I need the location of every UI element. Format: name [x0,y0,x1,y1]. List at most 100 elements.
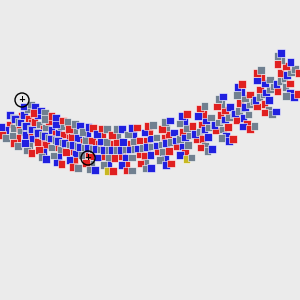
FancyBboxPatch shape [86,166,94,173]
FancyBboxPatch shape [84,129,91,136]
FancyBboxPatch shape [58,160,65,168]
FancyBboxPatch shape [161,155,169,163]
FancyBboxPatch shape [146,128,153,135]
FancyBboxPatch shape [40,125,47,133]
FancyBboxPatch shape [128,124,136,132]
FancyBboxPatch shape [41,139,49,146]
FancyBboxPatch shape [197,144,204,151]
FancyBboxPatch shape [236,100,244,107]
FancyBboxPatch shape [261,79,269,87]
FancyBboxPatch shape [98,125,106,132]
FancyBboxPatch shape [201,103,208,110]
FancyBboxPatch shape [2,126,9,134]
FancyBboxPatch shape [98,131,106,138]
FancyBboxPatch shape [277,69,284,77]
FancyBboxPatch shape [22,122,30,130]
FancyBboxPatch shape [84,144,92,152]
FancyBboxPatch shape [38,153,45,161]
FancyBboxPatch shape [201,142,209,149]
FancyBboxPatch shape [193,136,200,143]
FancyBboxPatch shape [97,146,104,153]
FancyBboxPatch shape [210,122,218,129]
FancyBboxPatch shape [17,128,24,136]
FancyBboxPatch shape [37,130,45,138]
FancyBboxPatch shape [286,80,294,87]
FancyBboxPatch shape [52,130,60,138]
FancyBboxPatch shape [176,151,184,159]
FancyBboxPatch shape [10,114,18,122]
FancyBboxPatch shape [33,128,40,136]
FancyBboxPatch shape [118,125,126,133]
FancyBboxPatch shape [211,121,218,129]
FancyBboxPatch shape [183,124,190,132]
FancyBboxPatch shape [136,145,143,152]
FancyBboxPatch shape [78,152,86,159]
FancyBboxPatch shape [6,111,14,119]
FancyBboxPatch shape [69,141,76,149]
FancyBboxPatch shape [37,106,45,114]
FancyBboxPatch shape [144,143,152,151]
FancyBboxPatch shape [282,62,290,70]
FancyBboxPatch shape [45,118,53,125]
FancyBboxPatch shape [274,52,281,60]
FancyBboxPatch shape [178,112,186,120]
FancyBboxPatch shape [85,151,93,158]
FancyBboxPatch shape [52,114,60,122]
FancyBboxPatch shape [181,134,189,141]
FancyBboxPatch shape [50,136,58,143]
FancyBboxPatch shape [25,124,33,132]
FancyBboxPatch shape [231,110,239,117]
FancyBboxPatch shape [198,121,206,128]
FancyBboxPatch shape [201,126,208,133]
FancyBboxPatch shape [162,140,170,147]
FancyBboxPatch shape [13,134,21,142]
FancyBboxPatch shape [36,121,43,128]
FancyBboxPatch shape [143,143,151,151]
FancyBboxPatch shape [122,154,130,161]
FancyBboxPatch shape [153,142,160,149]
FancyBboxPatch shape [14,117,22,125]
FancyBboxPatch shape [215,95,222,103]
FancyBboxPatch shape [265,106,272,113]
FancyBboxPatch shape [142,159,149,166]
FancyBboxPatch shape [40,116,48,123]
FancyBboxPatch shape [40,148,47,155]
FancyBboxPatch shape [85,123,92,131]
FancyBboxPatch shape [42,141,50,149]
FancyBboxPatch shape [35,146,43,154]
FancyBboxPatch shape [253,69,261,77]
FancyBboxPatch shape [27,100,35,108]
FancyBboxPatch shape [153,142,161,149]
FancyBboxPatch shape [48,126,55,134]
FancyBboxPatch shape [128,167,136,174]
FancyBboxPatch shape [140,144,147,152]
FancyBboxPatch shape [28,126,36,134]
FancyBboxPatch shape [27,125,34,133]
FancyBboxPatch shape [0,124,5,131]
FancyBboxPatch shape [57,138,64,146]
FancyBboxPatch shape [134,124,141,131]
FancyBboxPatch shape [167,160,175,167]
FancyBboxPatch shape [287,68,295,76]
FancyBboxPatch shape [286,89,294,96]
FancyBboxPatch shape [262,89,270,96]
FancyBboxPatch shape [250,98,257,105]
FancyBboxPatch shape [280,74,288,82]
FancyBboxPatch shape [30,110,37,117]
FancyBboxPatch shape [277,49,285,57]
FancyBboxPatch shape [48,112,55,120]
FancyBboxPatch shape [110,167,117,175]
FancyBboxPatch shape [72,150,80,158]
FancyBboxPatch shape [20,121,27,128]
FancyBboxPatch shape [101,152,109,160]
FancyBboxPatch shape [204,133,212,141]
FancyBboxPatch shape [196,128,203,136]
FancyBboxPatch shape [277,77,284,85]
FancyBboxPatch shape [240,105,247,112]
FancyBboxPatch shape [42,155,50,163]
FancyBboxPatch shape [294,90,300,98]
FancyBboxPatch shape [93,130,100,138]
Text: +: + [85,154,92,163]
FancyBboxPatch shape [204,147,211,155]
FancyBboxPatch shape [286,58,294,66]
